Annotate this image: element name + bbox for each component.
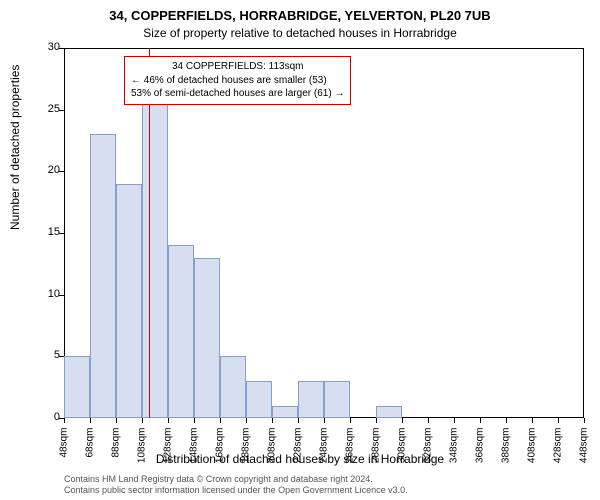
histogram-bar (194, 258, 220, 418)
x-tick-label: 188sqm (241, 428, 252, 488)
histogram-bar (298, 381, 324, 418)
x-tick-label: 268sqm (345, 428, 356, 488)
x-tick-mark (428, 418, 429, 423)
x-tick-mark (220, 418, 221, 423)
x-tick-mark (532, 418, 533, 423)
histogram-bar (142, 97, 168, 418)
x-tick-mark (194, 418, 195, 423)
annotation-line: ← 46% of detached houses are smaller (53… (131, 74, 344, 88)
x-tick-label: 368sqm (475, 428, 486, 488)
x-tick-label: 208sqm (267, 428, 278, 488)
y-axis-label: Number of detached properties (8, 65, 22, 230)
x-tick-label: 168sqm (215, 428, 226, 488)
x-tick-mark (324, 418, 325, 423)
x-tick-label: 308sqm (397, 428, 408, 488)
x-tick-mark (506, 418, 507, 423)
chart-title-address: 34, COPPERFIELDS, HORRABRIDGE, YELVERTON… (0, 8, 600, 23)
x-tick-label: 348sqm (449, 428, 460, 488)
x-tick-label: 128sqm (163, 428, 174, 488)
histogram-bar (246, 381, 272, 418)
x-tick-label: 288sqm (371, 428, 382, 488)
x-tick-mark (402, 418, 403, 423)
y-tick-label: 15 (48, 226, 60, 238)
annotation-box: 34 COPPERFIELDS: 113sqm← 46% of detached… (124, 56, 351, 105)
x-tick-label: 428sqm (553, 428, 564, 488)
x-tick-mark (584, 418, 585, 423)
y-tick-label: 0 (54, 411, 60, 423)
y-tick-label: 25 (48, 103, 60, 115)
x-tick-label: 228sqm (293, 428, 304, 488)
x-tick-mark (480, 418, 481, 423)
y-tick-label: 5 (54, 349, 60, 361)
x-tick-label: 448sqm (579, 428, 590, 488)
annotation-line: 34 COPPERFIELDS: 113sqm (131, 60, 344, 74)
y-tick-mark (59, 295, 64, 296)
y-tick-label: 30 (48, 41, 60, 53)
x-tick-label: 248sqm (319, 428, 330, 488)
x-tick-label: 388sqm (501, 428, 512, 488)
chart-title-sub: Size of property relative to detached ho… (0, 26, 600, 40)
chart-container: 34, COPPERFIELDS, HORRABRIDGE, YELVERTON… (0, 0, 600, 500)
x-tick-mark (558, 418, 559, 423)
histogram-bar (116, 184, 142, 418)
x-tick-label: 68sqm (85, 428, 96, 488)
x-tick-mark (376, 418, 377, 423)
x-tick-label: 408sqm (527, 428, 538, 488)
x-tick-label: 108sqm (137, 428, 148, 488)
histogram-bar (376, 406, 402, 418)
x-tick-label: 48sqm (59, 428, 70, 488)
x-tick-mark (298, 418, 299, 423)
x-tick-label: 88sqm (111, 428, 122, 488)
x-tick-mark (142, 418, 143, 423)
x-tick-mark (116, 418, 117, 423)
y-tick-mark (59, 233, 64, 234)
histogram-bar (324, 381, 350, 418)
x-tick-mark (168, 418, 169, 423)
x-tick-mark (246, 418, 247, 423)
histogram-bar (64, 356, 90, 418)
x-tick-mark (90, 418, 91, 423)
x-tick-mark (64, 418, 65, 423)
x-tick-label: 328sqm (423, 428, 434, 488)
y-tick-mark (59, 110, 64, 111)
x-tick-mark (454, 418, 455, 423)
y-tick-mark (59, 171, 64, 172)
annotation-line: 53% of semi-detached houses are larger (… (131, 87, 344, 101)
histogram-bar (220, 356, 246, 418)
x-tick-mark (350, 418, 351, 423)
histogram-bar (272, 406, 298, 418)
y-tick-mark (59, 48, 64, 49)
x-tick-mark (272, 418, 273, 423)
y-tick-label: 10 (48, 288, 60, 300)
histogram-bar (168, 245, 194, 418)
histogram-bar (90, 134, 116, 418)
x-tick-label: 148sqm (189, 428, 200, 488)
y-tick-label: 20 (48, 164, 60, 176)
